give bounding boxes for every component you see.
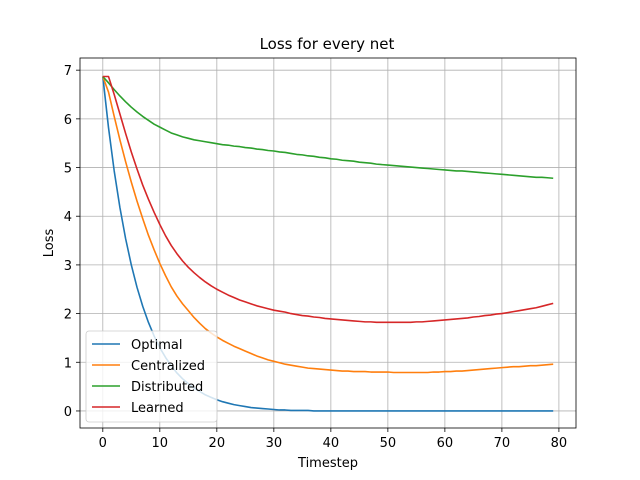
x-tick-label: 80 [551,436,568,451]
y-tick-label: 6 [64,113,72,128]
legend-box [85,330,218,423]
y-tick-label: 3 [64,259,72,274]
legend: Optimal Centralized Distributed Learned [85,330,218,423]
series-line-distributed [102,75,554,180]
legend-label-optimal: Optimal [131,338,182,353]
y-tick-label: 0 [64,405,72,420]
x-axis-label: Timestep [297,456,358,471]
legend-label-centralized: Centralized [131,359,205,374]
x-tick-label: 30 [266,436,283,451]
x-tick-label: 70 [494,436,511,451]
x-tick-label: 50 [380,436,397,451]
y-tick-label: 5 [64,162,72,177]
y-tick-label: 4 [64,210,72,225]
x-tick-label: 20 [209,436,226,451]
x-tick-label: 10 [152,436,169,451]
legend-label-learned: Learned [131,401,184,416]
x-tick-label: 40 [323,436,340,451]
series-line-learned [102,75,554,324]
plot-frame [79,57,577,429]
axis-ticks: 0 10 20 30 40 50 60 70 80 0 1 2 3 4 5 6 7 [64,64,567,451]
series-lines [102,75,554,412]
x-tick-label: 60 [437,436,454,451]
y-axis-label: Loss [42,229,57,258]
x-tick-label: 0 [99,436,107,451]
y-tick-label: 2 [64,308,72,323]
chart-title: Loss for every net [260,35,395,53]
y-tick-label: 7 [64,64,72,79]
series-line-centralized [102,76,554,374]
y-tick-label: 1 [64,356,72,371]
legend-label-distributed: Distributed [131,380,203,395]
